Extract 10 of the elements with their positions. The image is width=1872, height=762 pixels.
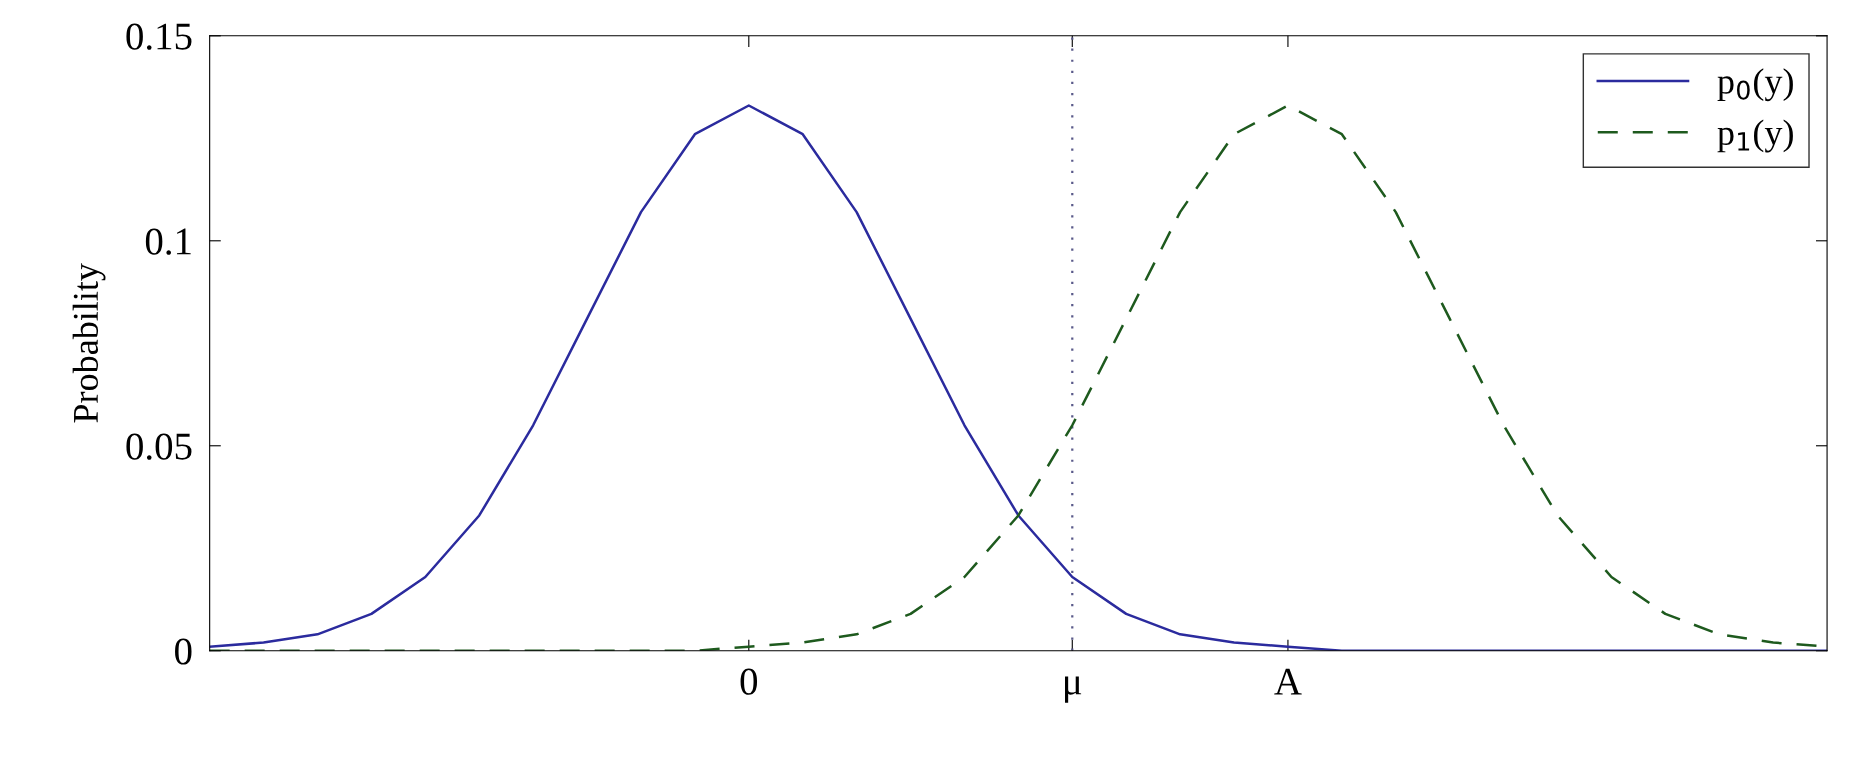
y-tick-label: 0.05 <box>126 433 192 460</box>
y-tick-label: 0 <box>175 638 192 665</box>
x-tick-label: A <box>1274 668 1302 695</box>
y-tick-label: 0.15 <box>126 23 192 50</box>
legend-label: p$_{1}$(y) <box>1717 119 1793 153</box>
legend-label: p$_{0}$(y) <box>1717 68 1793 102</box>
x-tick-label: μ <box>1065 676 1082 703</box>
x-tick-label: 0 <box>740 668 758 695</box>
y-axis-title: Probability <box>72 263 106 423</box>
y-tick-label: 0.1 <box>145 228 191 255</box>
